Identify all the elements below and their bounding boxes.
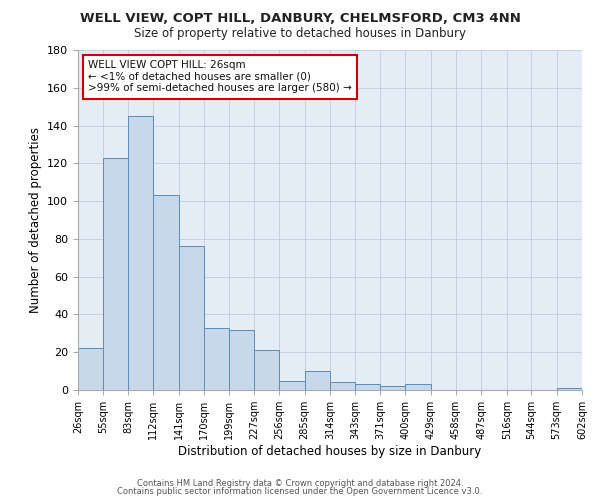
Bar — [405, 384, 431, 390]
Bar — [153, 196, 179, 390]
Bar — [330, 382, 355, 390]
Bar — [355, 384, 380, 390]
Bar — [279, 380, 305, 390]
Bar — [380, 386, 405, 390]
Text: WELL VIEW COPT HILL: 26sqm
← <1% of detached houses are smaller (0)
>99% of semi: WELL VIEW COPT HILL: 26sqm ← <1% of deta… — [88, 60, 352, 94]
Bar — [78, 348, 103, 390]
Bar — [103, 158, 128, 390]
Bar — [305, 371, 330, 390]
Bar — [557, 388, 582, 390]
Bar — [204, 328, 229, 390]
Text: Contains public sector information licensed under the Open Government Licence v3: Contains public sector information licen… — [118, 487, 482, 496]
Bar — [128, 116, 153, 390]
Bar — [179, 246, 204, 390]
Text: Size of property relative to detached houses in Danbury: Size of property relative to detached ho… — [134, 28, 466, 40]
X-axis label: Distribution of detached houses by size in Danbury: Distribution of detached houses by size … — [178, 445, 482, 458]
Text: Contains HM Land Registry data © Crown copyright and database right 2024.: Contains HM Land Registry data © Crown c… — [137, 478, 463, 488]
Bar — [254, 350, 279, 390]
Text: WELL VIEW, COPT HILL, DANBURY, CHELMSFORD, CM3 4NN: WELL VIEW, COPT HILL, DANBURY, CHELMSFOR… — [80, 12, 520, 26]
Y-axis label: Number of detached properties: Number of detached properties — [29, 127, 41, 313]
Bar — [229, 330, 254, 390]
